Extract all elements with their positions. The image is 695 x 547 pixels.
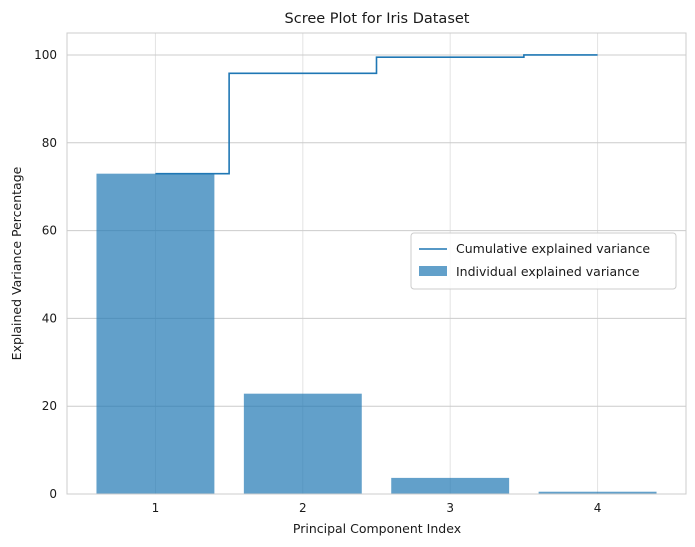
x-tick-label: 3 [446,501,454,515]
y-axis-ticks: 0 20 40 60 80 100 [34,48,57,501]
plot-frame [66,32,687,495]
x-axis-label: Principal Component Index [293,521,461,536]
y-tick-label: 80 [42,136,57,150]
legend-box [410,232,677,290]
y-tick-label: 40 [42,311,57,325]
chart-title: Scree Plot for Iris Dataset [285,11,470,27]
variance-bar [538,491,657,494]
y-tick-label: 20 [42,399,57,413]
x-tick-label: 4 [594,501,602,515]
x-tick-label: 2 [299,501,307,515]
variance-bar [243,393,362,494]
variance-bar [96,173,215,495]
x-axis-ticks: 1 2 3 4 [152,501,602,515]
legend-label-cumulative: Cumulative explained variance [456,241,650,256]
cumulative-step-line [155,54,598,175]
y-axis-label: Explained Variance Percentage [9,166,24,360]
variance-bar [391,477,510,494]
y-tick-label: 60 [42,224,57,238]
cumulative-step-group [155,54,598,175]
legend-label-individual: Individual explained variance [456,264,640,279]
bars-group [96,173,657,495]
legend-swatch-individual [419,266,447,276]
y-tick-label: 100 [34,48,57,62]
legend: Cumulative explained variance Individual… [410,232,677,290]
y-tick-label: 0 [49,487,57,501]
x-tick-label: 1 [152,501,160,515]
